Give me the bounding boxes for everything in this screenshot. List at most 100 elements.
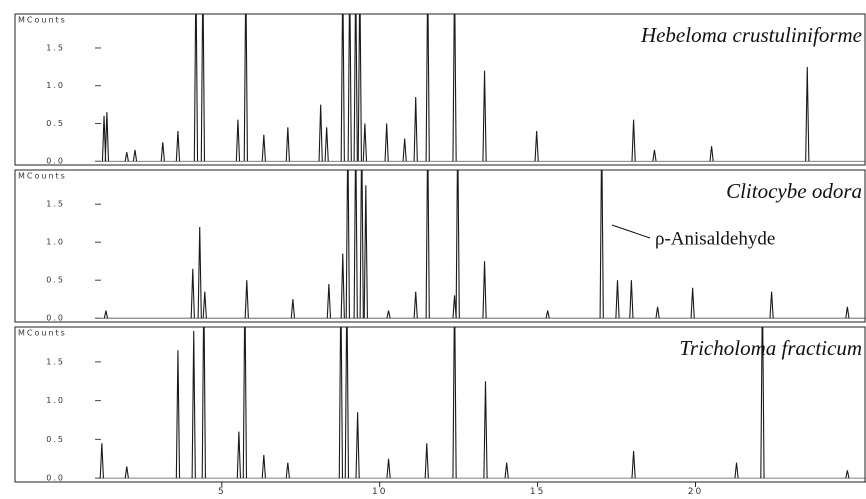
peak — [103, 310, 109, 319]
peak — [545, 310, 550, 319]
peak — [615, 280, 620, 319]
peak — [629, 280, 634, 319]
peak — [655, 306, 660, 319]
x-tick-label: 15 — [530, 487, 545, 497]
peak — [386, 310, 391, 319]
peak — [160, 142, 165, 162]
peak — [355, 412, 360, 479]
peak — [202, 291, 207, 319]
peak — [845, 470, 850, 479]
peak — [709, 146, 714, 162]
peak — [124, 152, 129, 162]
peak — [101, 115, 107, 162]
peaks — [101, 14, 866, 162]
peak — [386, 458, 391, 479]
peak — [845, 306, 850, 319]
y-tick-label: 0.0 — [46, 157, 65, 166]
peak — [244, 280, 249, 319]
peak — [631, 119, 636, 162]
peak — [413, 97, 418, 162]
peak — [363, 185, 368, 319]
peaks — [99, 327, 866, 479]
peak — [326, 283, 332, 319]
x-tick-label: 10 — [372, 487, 387, 497]
peak — [652, 149, 657, 162]
peak — [175, 130, 181, 162]
peak — [345, 170, 350, 319]
peak — [318, 104, 323, 162]
y-axis-label: MCounts — [18, 172, 67, 181]
peak — [413, 291, 418, 319]
peak — [359, 170, 364, 319]
peak — [805, 66, 810, 162]
peaks — [101, 170, 866, 319]
peak — [243, 14, 248, 162]
peak — [190, 268, 195, 319]
peak — [99, 443, 104, 479]
peak — [338, 327, 344, 479]
panel-title: Tricholoma fracticum — [679, 336, 862, 360]
y-tick-label: 0.0 — [46, 314, 65, 323]
peak — [236, 431, 242, 479]
peak — [124, 466, 129, 479]
x-tick-label: 20 — [688, 487, 703, 497]
panel-frame — [14, 169, 866, 323]
peak — [734, 462, 739, 479]
peak — [290, 299, 296, 319]
y-tick-label: 1.5 — [46, 200, 65, 209]
peak — [760, 327, 765, 479]
peak — [504, 462, 509, 479]
annotation-leader — [611, 224, 651, 239]
y-axis-label: MCounts — [18, 16, 67, 25]
peak — [357, 14, 362, 162]
peak — [193, 14, 199, 162]
peak — [455, 170, 460, 319]
peak — [599, 170, 604, 319]
peak — [482, 70, 487, 162]
peak — [482, 261, 487, 319]
y-tick-label: 0.5 — [46, 276, 65, 285]
peak — [201, 327, 206, 479]
panel-title: Clitocybe odora — [726, 179, 862, 203]
y-tick-label: 1.5 — [46, 357, 65, 366]
peak — [261, 134, 266, 162]
peak — [132, 149, 138, 162]
panel-title: Hebeloma crustuliniforme — [640, 23, 862, 47]
peak — [424, 443, 429, 479]
peak — [483, 381, 488, 479]
peak — [191, 330, 196, 479]
peak — [425, 14, 430, 162]
peak — [200, 14, 206, 162]
peak — [353, 170, 358, 319]
y-tick-label: 1.0 — [46, 396, 65, 405]
x-tick-label: 5 — [218, 487, 226, 497]
y-tick-label: 0.5 — [46, 435, 65, 444]
peak — [344, 327, 350, 479]
peak — [175, 350, 181, 479]
peak — [452, 327, 457, 479]
peak — [452, 14, 457, 162]
y-tick-label: 1.5 — [46, 43, 65, 52]
y-tick-label: 0.5 — [46, 119, 65, 128]
panel-frame — [14, 13, 866, 166]
peak — [285, 127, 290, 162]
peak — [242, 327, 248, 479]
peak — [631, 450, 636, 479]
y-tick-label: 1.0 — [46, 81, 65, 90]
y-tick-label: 1.0 — [46, 238, 65, 247]
peak — [261, 454, 266, 479]
peak — [104, 112, 110, 162]
peak — [340, 14, 345, 162]
peak — [452, 295, 457, 319]
peak — [285, 462, 290, 479]
peak — [425, 170, 430, 319]
peak — [769, 291, 774, 319]
peak — [353, 14, 358, 162]
peak — [534, 130, 539, 162]
y-axis-label: MCounts — [18, 329, 67, 338]
peak — [347, 14, 352, 162]
peak — [197, 226, 202, 319]
peak — [384, 123, 389, 162]
annotation: ρ-Anisaldehyde — [655, 228, 775, 249]
